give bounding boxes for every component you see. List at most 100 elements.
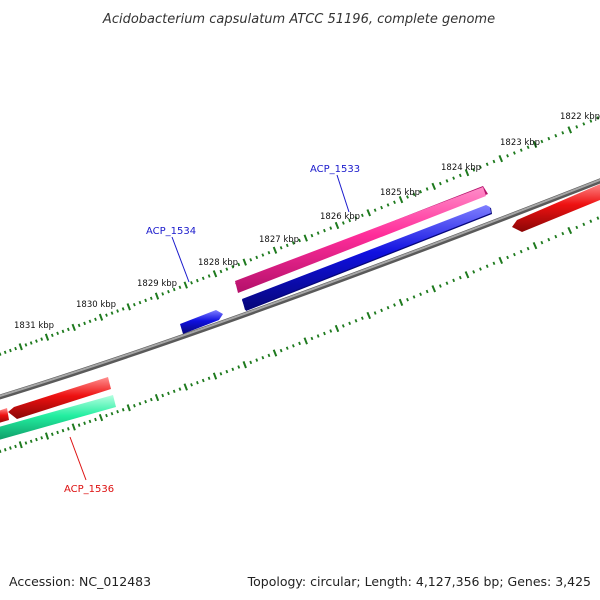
label-acp1533[interactable]: ACP_1533 bbox=[310, 164, 360, 213]
outer-ring-tick bbox=[201, 276, 205, 281]
gene-label-acp1533[interactable]: ACP_1533 bbox=[310, 164, 360, 175]
outer-ring-tick bbox=[279, 246, 283, 250]
outer-ring-tick bbox=[431, 182, 437, 190]
inner-ring-tick bbox=[380, 308, 384, 313]
outer-ring-tick bbox=[398, 196, 404, 204]
outer-ring-tick bbox=[419, 189, 423, 194]
outer-ring-tick bbox=[190, 281, 193, 285]
gene-label-acp1536[interactable]: ACP_1536 bbox=[64, 484, 114, 495]
outer-ring-tick bbox=[149, 296, 153, 301]
outer-ring-tick bbox=[172, 287, 176, 292]
outer-ring-tick bbox=[532, 140, 538, 148]
inner-ring-tick bbox=[88, 419, 92, 424]
outer-ring-tick bbox=[219, 269, 223, 274]
inner-ring-tick bbox=[567, 226, 573, 235]
gene-reverse-red-right[interactable] bbox=[512, 182, 600, 232]
outer-ring-tick bbox=[445, 179, 449, 183]
inner-ring-tick bbox=[472, 270, 476, 274]
outer-ring-tick bbox=[126, 303, 131, 311]
outer-ring-tick bbox=[458, 173, 462, 178]
kbp-label-1830: 1830 kbp bbox=[76, 300, 116, 310]
outer-ring-tick bbox=[29, 341, 33, 345]
inner-ring-tick bbox=[575, 225, 579, 230]
outer-ring-tick bbox=[329, 226, 333, 230]
inner-ring-tick bbox=[393, 303, 396, 307]
inner-ring-tick bbox=[77, 423, 81, 427]
outer-ring-tick bbox=[121, 307, 125, 311]
inner-ring-tick bbox=[267, 353, 271, 358]
outer-ring-tick bbox=[303, 234, 308, 242]
outer-ring-tick bbox=[512, 151, 516, 155]
outer-ring-tick bbox=[406, 195, 409, 199]
outer-ring-tick bbox=[83, 321, 86, 326]
kbp-label-1826: 1826 kbp bbox=[320, 212, 360, 222]
kbp-label-1828: 1828 kbp bbox=[198, 258, 238, 268]
outer-ring-tick bbox=[310, 233, 314, 238]
outer-ring-tick bbox=[596, 116, 600, 120]
outer-ring-tick bbox=[554, 133, 558, 138]
outer-ring-tick bbox=[71, 323, 76, 332]
gene-acp1533[interactable] bbox=[235, 186, 488, 293]
gene-reverse-red-edge[interactable] bbox=[0, 408, 9, 424]
inner-ring-tick bbox=[83, 421, 86, 425]
outer-ring-tick bbox=[77, 323, 81, 328]
inner-ring-tick bbox=[29, 439, 33, 444]
gene-forward-blue-long[interactable] bbox=[242, 205, 492, 311]
inner-ring-tick bbox=[207, 376, 211, 381]
inner-ring-tick bbox=[71, 423, 76, 431]
inner-ring-tick bbox=[231, 367, 235, 372]
inner-ring-tick bbox=[201, 378, 205, 383]
outer-ring-tick bbox=[540, 139, 544, 144]
outer-ring-tick bbox=[66, 327, 70, 332]
kbp-label-1829: 1829 kbp bbox=[137, 279, 177, 289]
inner-ring-tick bbox=[35, 437, 38, 442]
outer-ring-tick bbox=[14, 346, 17, 351]
inner-ring-tick bbox=[249, 360, 253, 365]
inner-ring-tick bbox=[373, 311, 377, 315]
inner-ring-tick bbox=[589, 219, 593, 223]
outer-ring-tick bbox=[575, 125, 579, 129]
outer-ring-tick bbox=[479, 165, 482, 169]
outer-ring-tick bbox=[88, 319, 92, 324]
inner-ring-tick bbox=[279, 348, 283, 353]
inner-ring-tick bbox=[519, 249, 523, 254]
label-acp1536[interactable]: ACP_1536 bbox=[64, 436, 114, 495]
outer-ring-tick bbox=[110, 311, 114, 315]
inner-ring-tick bbox=[3, 448, 7, 452]
gene-acp1534[interactable] bbox=[180, 310, 223, 334]
outer-ring-tick bbox=[178, 285, 182, 290]
gene-label-acp1534[interactable]: ACP_1534 bbox=[146, 226, 196, 237]
outer-ring-tick bbox=[464, 169, 470, 177]
outer-ring-tick bbox=[231, 265, 235, 269]
outer-ring-tick bbox=[452, 176, 456, 180]
label-acp1534[interactable]: ACP_1534 bbox=[146, 226, 196, 283]
inner-ring-tick bbox=[183, 383, 188, 391]
inner-ring-tick bbox=[0, 449, 2, 453]
inner-ring-tick bbox=[412, 295, 416, 299]
outer-ring-tick bbox=[138, 300, 142, 305]
inner-ring-tick bbox=[398, 298, 404, 306]
gene-reverse-red-left[interactable] bbox=[8, 377, 111, 419]
inner-ring-tick bbox=[172, 389, 176, 394]
outer-ring-tick bbox=[526, 145, 530, 150]
outer-ring-tick bbox=[167, 289, 170, 294]
outer-ring-tick bbox=[272, 246, 278, 254]
outer-tick-ring bbox=[0, 116, 600, 356]
outer-ring-tick bbox=[582, 122, 586, 126]
inner-ring-tick bbox=[255, 358, 259, 362]
kbp-labels: 1822 kbp 1823 kbp 1824 kbp 1825 kbp 1826… bbox=[14, 112, 600, 331]
outer-ring-tick bbox=[589, 119, 593, 123]
outer-ring-tick bbox=[255, 255, 259, 260]
inner-ring-tick bbox=[190, 383, 193, 387]
outer-ring-tick bbox=[183, 281, 188, 289]
outer-ring-tick bbox=[561, 131, 565, 135]
inner-ring-tick bbox=[316, 334, 320, 338]
inner-ring-tick bbox=[540, 240, 544, 245]
gene-acp1536[interactable] bbox=[0, 395, 116, 441]
inner-ring-tick bbox=[144, 399, 147, 404]
outer-ring-tick bbox=[348, 218, 352, 223]
outer-ring-tick bbox=[50, 333, 54, 338]
inner-ring-tick bbox=[547, 237, 551, 242]
inner-ring-tick bbox=[149, 397, 153, 402]
inner-ring-tick bbox=[532, 242, 538, 250]
